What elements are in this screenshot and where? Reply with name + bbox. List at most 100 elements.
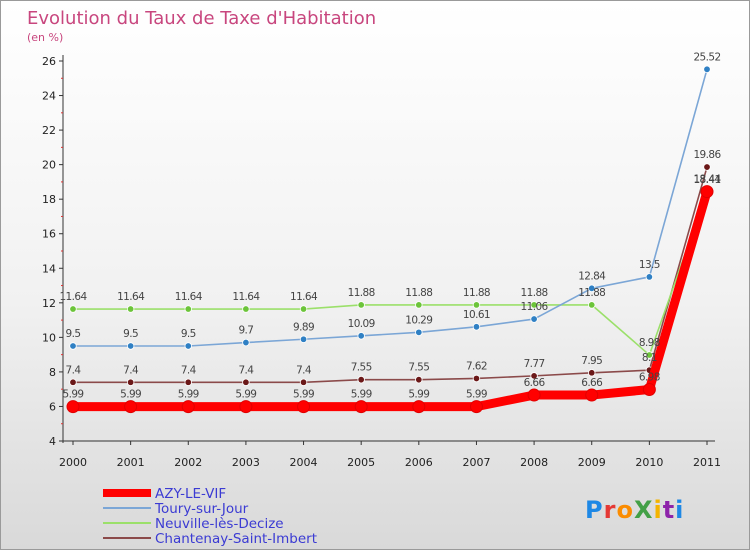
data-point-azy-le-vif (239, 400, 253, 414)
data-label-toury-sur-jour: 9.5 (123, 328, 138, 340)
x-tick-label: 2007 (462, 456, 490, 469)
data-label-toury-sur-jour: 11.06 (521, 301, 549, 313)
data-point-azy-le-vif (469, 400, 483, 414)
data-label-azy-le-vif: 6.66 (581, 377, 603, 389)
data-point-neuville-l-s-decize (299, 305, 308, 313)
data-label-azy-le-vif: 5.99 (120, 389, 141, 401)
data-point-toury-sur-jour (703, 65, 711, 73)
series-line-toury-sur-jour (72, 68, 708, 347)
data-point-toury-sur-jour (530, 315, 538, 323)
data-label-azy-le-vif: 6.66 (524, 377, 546, 389)
data-point-toury-sur-jour (645, 273, 654, 281)
data-point-toury-sur-jour (588, 284, 596, 293)
data-label-azy-le-vif: 5.99 (408, 389, 429, 401)
legend-entry-azy-le-vif: AZY-LE-VIF (155, 486, 226, 502)
data-label-chantenay-saint-imbert: 7.55 (351, 362, 372, 374)
data-label-toury-sur-jour: 9.89 (293, 321, 314, 333)
data-label-chantenay-saint-imbert: 7.4 (296, 364, 312, 376)
data-point-chantenay-saint-imbert (415, 375, 423, 384)
data-label-neuville-l-s-decize: 11.64 (117, 291, 145, 303)
data-point-neuville-l-s-decize (645, 351, 654, 359)
data-label-neuville-l-s-decize: 11.88 (405, 287, 432, 299)
data-point-neuville-l-s-decize (357, 301, 365, 309)
data-point-chantenay-saint-imbert (472, 374, 481, 383)
data-point-azy-le-vif (66, 400, 80, 414)
data-label-toury-sur-jour: 9.5 (181, 328, 196, 340)
data-label-chantenay-saint-imbert: 7.4 (123, 364, 139, 376)
x-tick-label: 2003 (232, 456, 260, 469)
data-label-toury-sur-jour: 10.09 (348, 318, 375, 330)
data-label-chantenay-saint-imbert: 7.77 (524, 358, 545, 370)
data-point-chantenay-saint-imbert (588, 369, 596, 377)
x-tick-label: 2009 (578, 456, 606, 469)
data-point-azy-le-vif (124, 400, 138, 414)
data-label-neuville-l-s-decize: 11.88 (463, 287, 490, 299)
data-label-neuville-l-s-decize: 11.64 (232, 291, 260, 303)
x-tick-label: 2010 (635, 456, 663, 469)
data-point-chantenay-saint-imbert (242, 378, 250, 386)
data-point-neuville-l-s-decize (69, 305, 77, 313)
y-tick-label: 12 (42, 297, 56, 310)
data-label-azy-le-vif: 6.98 (639, 372, 660, 384)
data-label-azy-le-vif: 5.99 (63, 389, 84, 401)
data-point-chantenay-saint-imbert (357, 375, 365, 384)
y-tick-label: 6 (49, 400, 56, 413)
legend: AZY-LE-VIFToury-sur-JourNeuville-lès-Dec… (103, 486, 317, 547)
data-label-neuville-l-s-decize: 11.88 (578, 287, 605, 299)
data-label-neuville-l-s-decize: 11.64 (59, 291, 87, 303)
data-point-azy-le-vif (297, 400, 311, 414)
axes: 4 6 8 10 12 14 16 18 20 22 24 26 2000 2001 2002 2003 200… (42, 55, 721, 469)
data-label-azy-le-vif: 5.99 (351, 389, 372, 401)
data-label-chantenay-saint-imbert: 19.86 (693, 149, 721, 161)
data-label-chantenay-saint-imbert: 7.95 (581, 355, 602, 367)
data-point-neuville-l-s-decize (184, 305, 192, 313)
data-point-azy-le-vif (354, 400, 368, 414)
data-label-neuville-l-s-decize: 18.41 (693, 174, 720, 186)
data-point-toury-sur-jour (415, 328, 423, 337)
data-point-neuville-l-s-decize (242, 305, 250, 313)
y-tick-label: 4 (49, 435, 56, 448)
chart-title: Evolution du Taux de Taxe d'Habitation (27, 8, 376, 29)
data-label-neuville-l-s-decize: 8.98 (639, 337, 660, 349)
data-label-toury-sur-jour: 9.5 (66, 328, 81, 340)
data-label-neuville-l-s-decize: 11.64 (175, 291, 203, 303)
data-label-azy-le-vif: 5.99 (466, 389, 487, 401)
data-point-neuville-l-s-decize (415, 301, 423, 309)
x-tick-label: 2006 (405, 456, 433, 469)
data-label-neuville-l-s-decize: 11.64 (290, 291, 318, 303)
x-tick-label: 2008 (520, 456, 548, 469)
data-point-chantenay-saint-imbert (126, 378, 135, 386)
data-point-chantenay-saint-imbert (69, 378, 77, 386)
data-point-azy-le-vif (585, 388, 599, 402)
x-tick-label: 2005 (347, 456, 375, 469)
y-tick-label: 26 (42, 55, 56, 68)
data-label-chantenay-saint-imbert: 8.1 (642, 352, 657, 364)
series-line-chantenay-saint-imbert (72, 166, 708, 384)
data-label-chantenay-saint-imbert: 7.4 (66, 364, 82, 376)
series-layer (66, 65, 714, 414)
y-tick-label: 18 (42, 193, 56, 206)
data-label-azy-le-vif: 5.99 (293, 389, 314, 401)
data-point-toury-sur-jour (357, 332, 365, 340)
data-point-azy-le-vif (412, 400, 426, 414)
data-label-toury-sur-jour: 10.29 (405, 314, 432, 326)
data-label-toury-sur-jour: 12.84 (578, 270, 606, 282)
x-tick-label: 2000 (59, 456, 87, 469)
data-point-toury-sur-jour (69, 342, 77, 350)
data-point-chantenay-saint-imbert (703, 163, 711, 171)
series-line-neuville-l-s-decize (72, 191, 708, 356)
data-point-toury-sur-jour (184, 342, 192, 350)
data-label-chantenay-saint-imbert: 7.4 (181, 364, 197, 376)
legend-entry-neuville-l-s-decize: Neuville-lès-Decize (155, 516, 284, 532)
data-point-neuville-l-s-decize (126, 305, 135, 313)
data-label-toury-sur-jour: 13.5 (639, 259, 660, 271)
data-label-azy-le-vif: 5.99 (235, 389, 256, 401)
y-tick-label: 14 (42, 262, 56, 275)
data-labels: 7.4 7.4 7.4 7.4 7.4 7.55 7.55 7.62 7.77 7.95 8.1 19… (59, 51, 722, 401)
data-label-toury-sur-jour: 10.61 (463, 309, 490, 321)
data-point-chantenay-saint-imbert (184, 378, 192, 386)
data-label-toury-sur-jour: 25.52 (693, 51, 720, 63)
data-label-chantenay-saint-imbert: 7.62 (466, 360, 487, 372)
